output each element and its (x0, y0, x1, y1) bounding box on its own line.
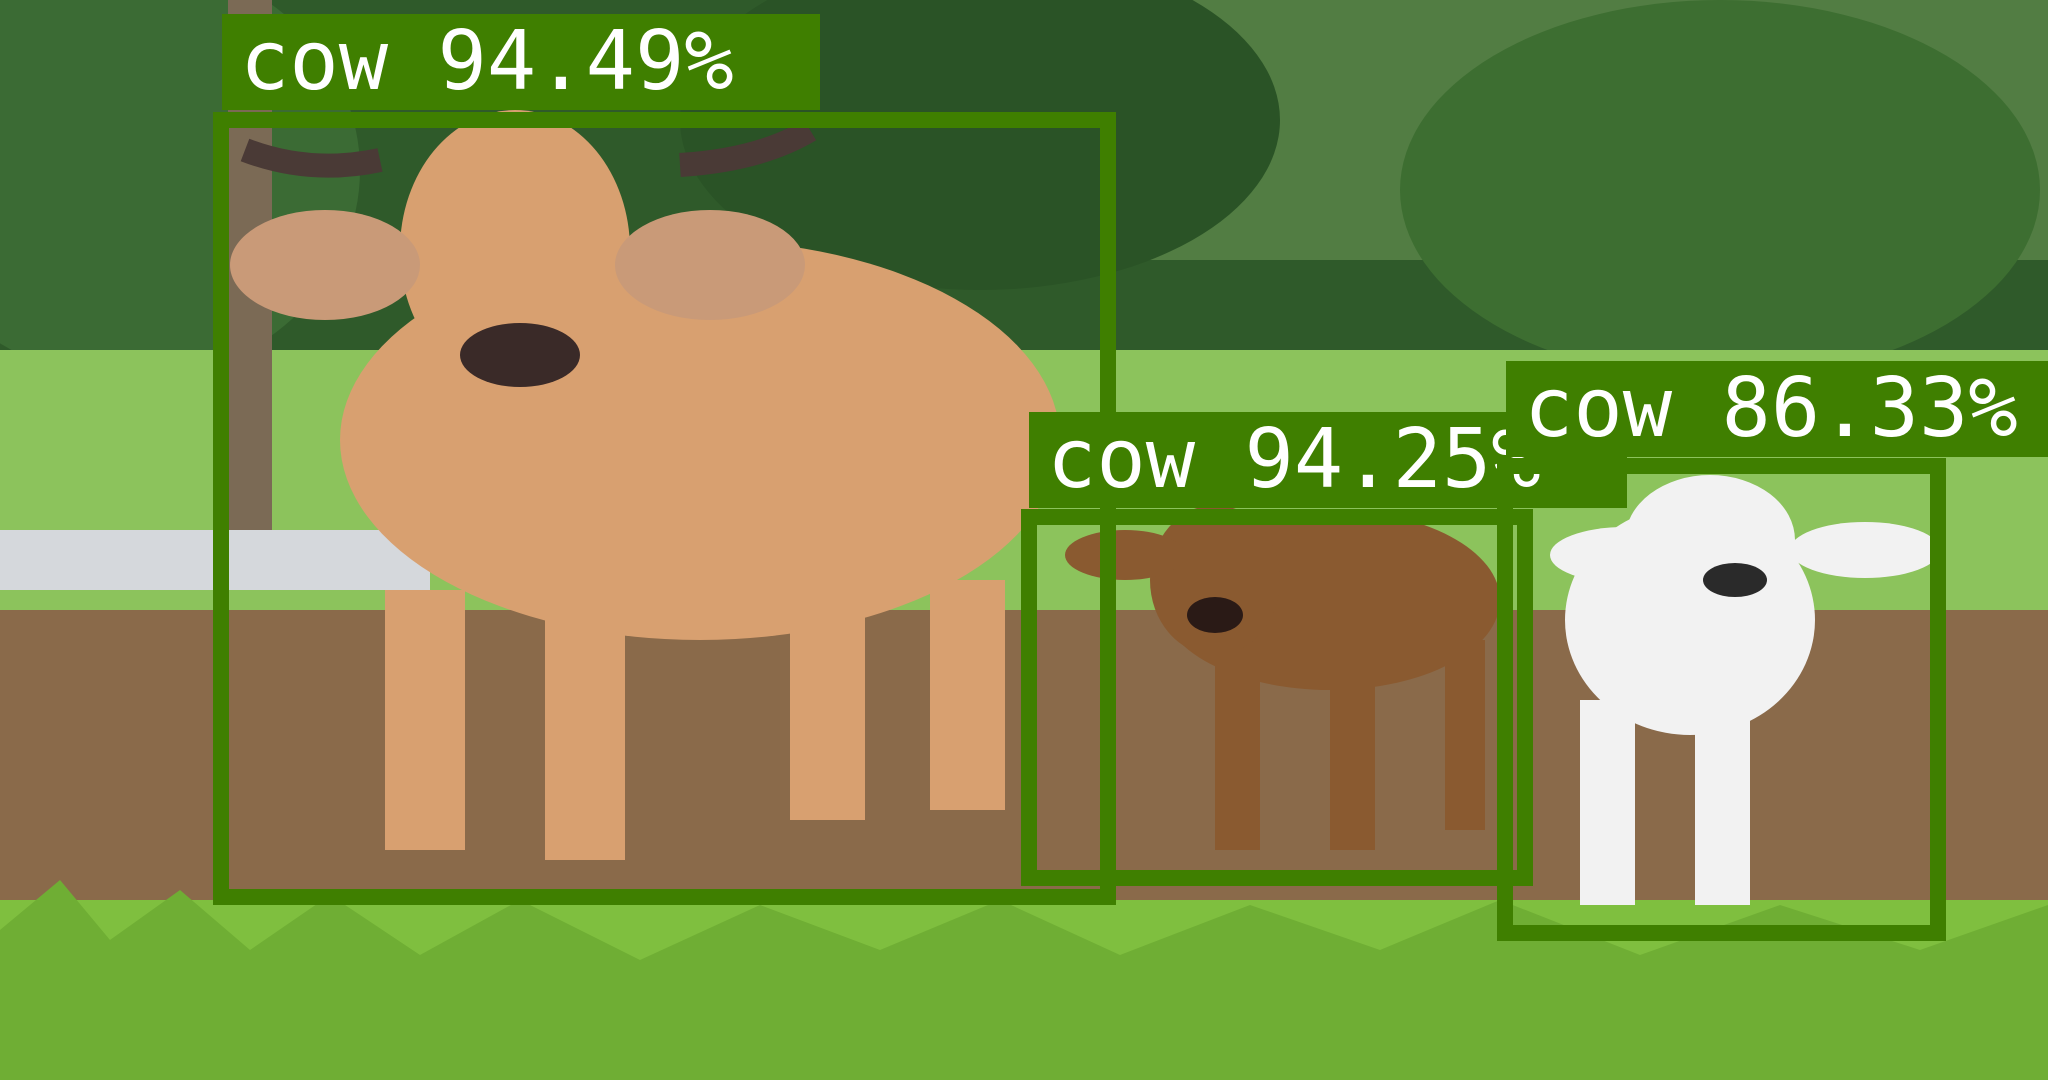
detection-box-cow-3 (1497, 458, 1946, 941)
brown-calf (1065, 505, 1500, 850)
detection-label-cow-1: cow 94.49% (222, 14, 820, 110)
detection-box-cow-2 (1021, 509, 1533, 886)
tree-canopy-mid (680, 0, 1280, 290)
detection-label-cow-3: cow 86.33% (1506, 361, 2048, 457)
tree-canopy-right (1400, 0, 2040, 380)
white-calf (1550, 475, 1940, 905)
detection-box-cow-1 (213, 112, 1116, 905)
adult-cow (230, 110, 1060, 860)
